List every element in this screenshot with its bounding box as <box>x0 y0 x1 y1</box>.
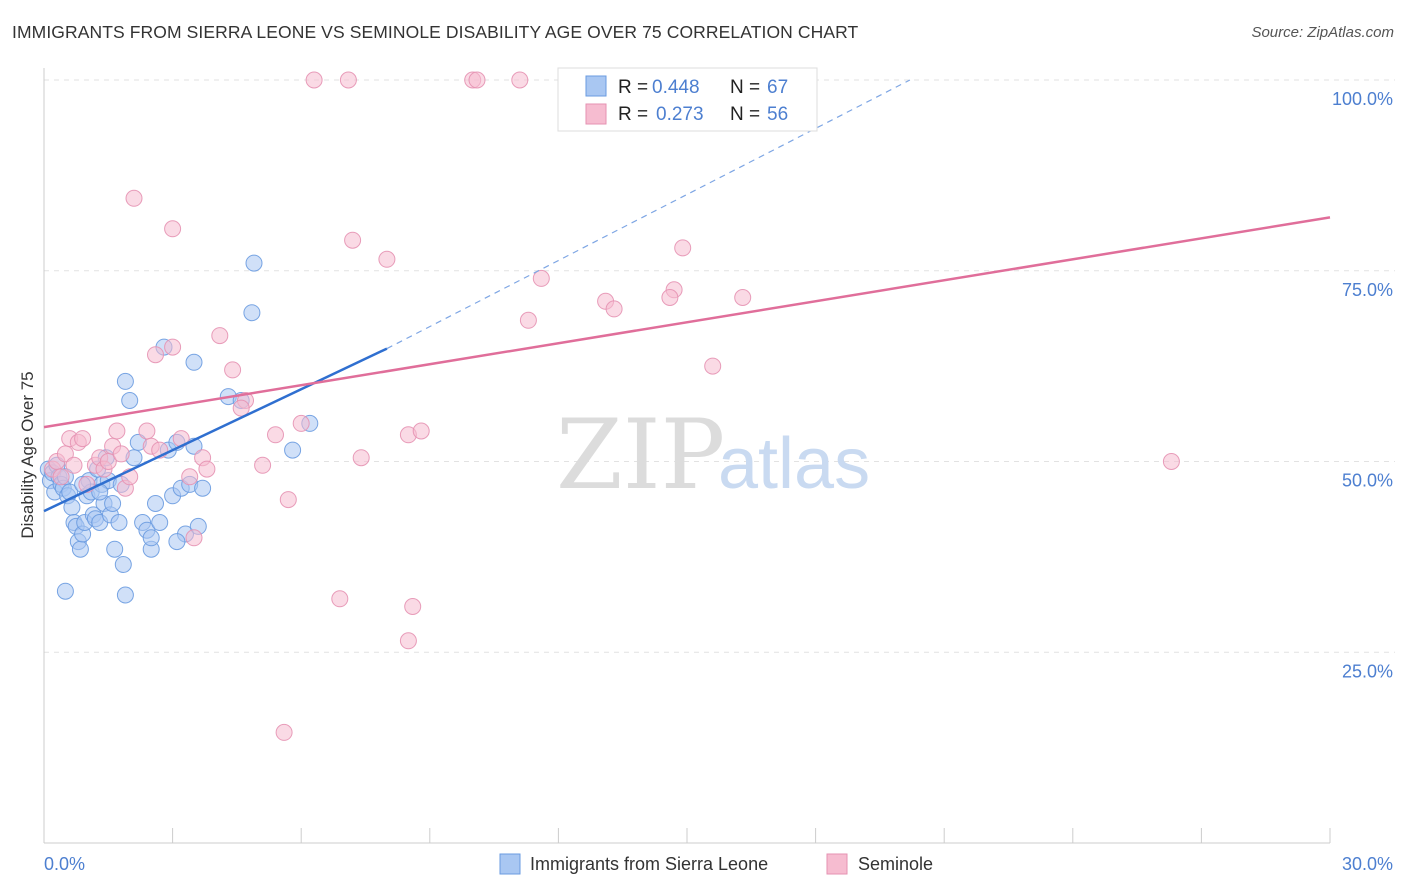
point-seminole <box>605 300 623 318</box>
point-seminole <box>279 491 297 509</box>
stats-r-label-2: R = <box>618 104 648 125</box>
point-seminole <box>112 445 130 463</box>
point-seminole <box>164 220 182 238</box>
point-sierra-leone <box>121 392 139 409</box>
y-tick-label: 50.0% <box>1342 471 1393 491</box>
watermark-zip: ZIP <box>556 399 725 511</box>
stats-n-value-2: 56 <box>767 104 788 125</box>
series-seminole <box>44 71 1180 741</box>
point-seminole <box>532 269 550 287</box>
point-seminole <box>224 361 242 379</box>
stats-box: R = 0.448 N = 67 R = 0.273 N = 56 <box>557 67 818 132</box>
source-label: Source: ZipAtlas.com <box>1251 24 1394 41</box>
point-seminole <box>52 468 70 486</box>
legend-swatch-sierra-leone <box>499 853 521 875</box>
point-seminole <box>164 338 182 356</box>
point-seminole <box>108 422 126 440</box>
y-axis-title: Disability Age Over 75 <box>18 371 37 538</box>
x-tick-label-max: 30.0% <box>1342 854 1393 874</box>
x-tick-label-min: 0.0% <box>44 854 85 874</box>
point-seminole <box>198 460 216 478</box>
point-sierra-leone <box>194 479 212 497</box>
point-sierra-leone <box>142 529 160 547</box>
trend-lines <box>43 79 1331 513</box>
point-seminole <box>1162 453 1180 470</box>
point-seminole <box>275 723 293 741</box>
point-seminole <box>468 71 486 89</box>
point-sierra-leone <box>168 533 186 551</box>
point-sierra-leone <box>147 495 164 512</box>
point-sierra-leone <box>185 353 203 371</box>
point-seminole <box>292 414 310 432</box>
point-seminole <box>254 456 272 474</box>
y-tick-label: 75.0% <box>1342 280 1393 300</box>
y-tick-label: 25.0% <box>1342 661 1393 681</box>
point-seminole <box>211 327 229 345</box>
point-sierra-leone <box>116 372 134 390</box>
point-sierra-leone <box>245 254 263 272</box>
legend-label-seminole: Seminole <box>858 854 933 874</box>
watermark: ZIP atlas <box>556 399 870 511</box>
point-sierra-leone <box>71 540 89 558</box>
point-seminole <box>125 189 143 207</box>
point-seminole <box>267 426 284 444</box>
point-sierra-leone <box>243 304 261 322</box>
point-sierra-leone <box>284 441 302 459</box>
point-seminole <box>185 529 203 547</box>
point-seminole <box>519 311 537 329</box>
point-seminole <box>661 289 679 306</box>
point-sierra-leone <box>116 586 134 604</box>
legend-swatch-seminole <box>826 853 848 875</box>
point-seminole <box>331 590 349 608</box>
legend-label-sierra-leone: Immigrants from Sierra Leone <box>530 854 768 874</box>
stats-r-label-1: R = <box>618 77 648 98</box>
stats-n-label-1: N = <box>730 77 760 98</box>
tick-labels: 25.0% 50.0% 75.0% 100.0% 0.0% 30.0% <box>44 89 1393 874</box>
trend-line-seminole <box>43 216 1331 429</box>
stats-swatch-pink <box>585 103 607 125</box>
point-seminole <box>734 289 752 306</box>
point-seminole <box>344 231 362 249</box>
point-seminole <box>74 430 92 448</box>
chart-title: IMMIGRANTS FROM SIERRA LEONE VS SEMINOLE… <box>12 22 859 42</box>
stats-n-value-1: 67 <box>767 77 788 98</box>
point-seminole <box>378 250 396 268</box>
data-points <box>39 71 1180 741</box>
trend-line-sierra-leone <box>43 347 388 513</box>
point-seminole <box>65 456 83 474</box>
point-sierra-leone <box>104 495 122 512</box>
point-seminole <box>232 399 250 417</box>
point-seminole <box>404 598 422 615</box>
stats-n-label-2: N = <box>730 104 760 125</box>
point-seminole <box>138 422 156 440</box>
trend-line-sierra-leone-extension <box>386 79 911 350</box>
point-sierra-leone <box>114 556 132 573</box>
stats-r-value-1: 0.448 <box>652 77 700 98</box>
watermark-atlas: atlas <box>718 424 870 504</box>
legend: Immigrants from Sierra Leone Seminole <box>499 853 933 875</box>
point-seminole <box>412 422 430 440</box>
stats-r-value-2: 0.273 <box>656 104 704 125</box>
point-sierra-leone <box>110 514 128 531</box>
point-seminole <box>147 346 164 364</box>
point-seminole <box>181 468 199 486</box>
axes <box>43 68 1331 844</box>
point-seminole <box>352 449 370 467</box>
stats-swatch-blue <box>585 75 607 97</box>
point-seminole <box>674 239 692 257</box>
point-seminole <box>399 632 417 650</box>
y-tick-label: 100.0% <box>1332 89 1393 109</box>
point-seminole <box>339 71 357 89</box>
point-seminole <box>305 71 323 89</box>
point-sierra-leone <box>151 514 169 531</box>
point-seminole <box>511 71 529 89</box>
point-sierra-leone <box>106 540 124 558</box>
point-sierra-leone <box>56 582 74 600</box>
point-seminole <box>704 357 722 375</box>
